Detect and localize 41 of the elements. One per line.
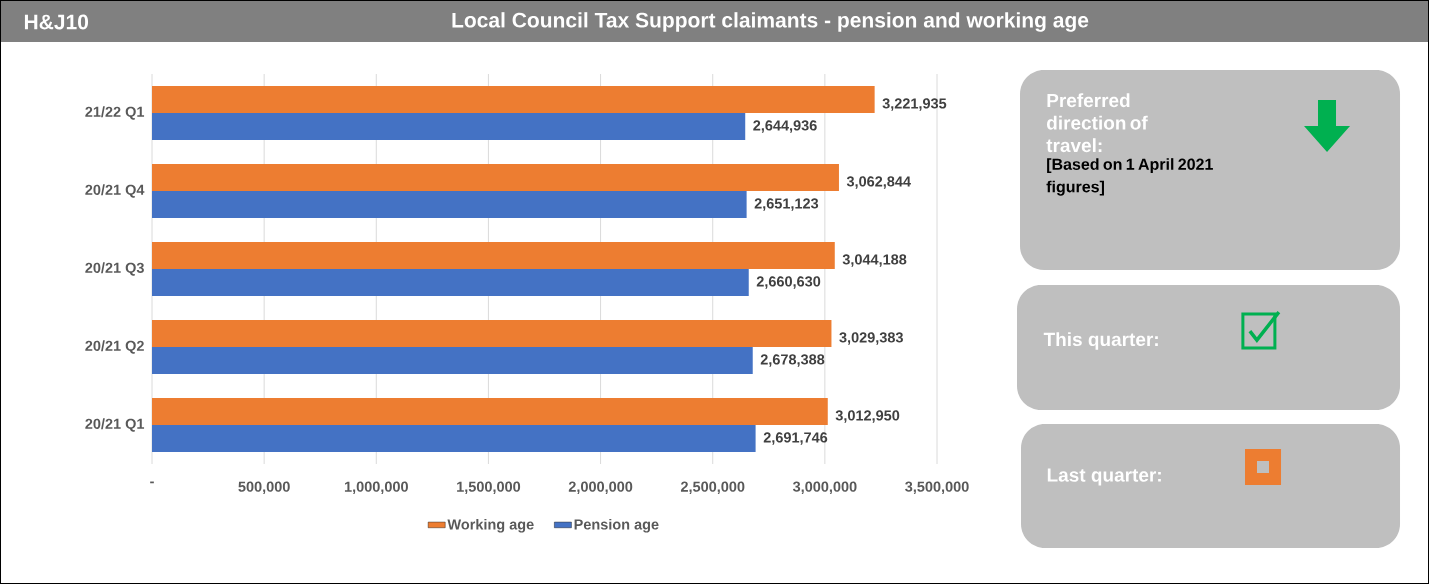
text: Preferred direction of travel: <box>1046 93 1148 153</box>
bar <box>152 242 835 269</box>
x-tick-label: 3,000,000 <box>792 481 857 494</box>
bar <box>152 113 746 140</box>
y-tick-label: 21/22 Q1 <box>85 106 145 120</box>
data-label: 2,660,630 <box>756 276 821 289</box>
data-label: 3,062,844 <box>846 176 911 189</box>
x-tick-label: 2,500,000 <box>680 481 745 494</box>
x-tick-label: 2,000,000 <box>568 481 633 494</box>
bar <box>152 320 832 347</box>
y-tick-label: 20/21 Q2 <box>85 340 144 354</box>
data-label: 3,029,383 <box>839 332 903 345</box>
bar <box>152 398 828 425</box>
data-label: 2,651,123 <box>754 198 819 211</box>
bar <box>152 86 875 113</box>
text: Last quarter: <box>1047 468 1161 486</box>
text: This quarter: <box>1043 332 1158 350</box>
text: [Based on 1 April 2021 figures] <box>1046 158 1213 196</box>
y-tick-label: 20/21 Q1 <box>85 418 145 432</box>
x-tick-label: 500,000 <box>238 481 290 494</box>
bar <box>152 269 749 296</box>
data-label: 3,012,950 <box>835 410 900 423</box>
legend-label: Pension age <box>574 518 659 533</box>
data-label: 2,644,936 <box>753 120 817 133</box>
data-label: 3,221,935 <box>882 98 947 111</box>
chart-title: Local Council Tax Support claimants - pension and working age <box>452 12 1089 32</box>
data-label: 2,678,388 <box>760 354 825 367</box>
x-tick-label: 1,000,000 <box>344 481 408 494</box>
x-tick-label: 1,500,000 <box>457 481 521 494</box>
x-tick-label: - <box>150 481 154 484</box>
bar <box>152 347 753 375</box>
legend-label: Working age <box>447 518 534 533</box>
bar <box>152 164 839 191</box>
x-tick-label: 3,500,000 <box>905 481 969 494</box>
data-label: 2,691,746 <box>763 432 828 445</box>
bar <box>152 191 747 218</box>
data-label: 3,044,188 <box>842 254 907 267</box>
y-tick-label: 20/21 Q4 <box>85 184 145 198</box>
text: H&J10 <box>24 14 89 30</box>
bar <box>152 425 756 452</box>
y-tick-label: 20/21 Q3 <box>85 262 144 276</box>
